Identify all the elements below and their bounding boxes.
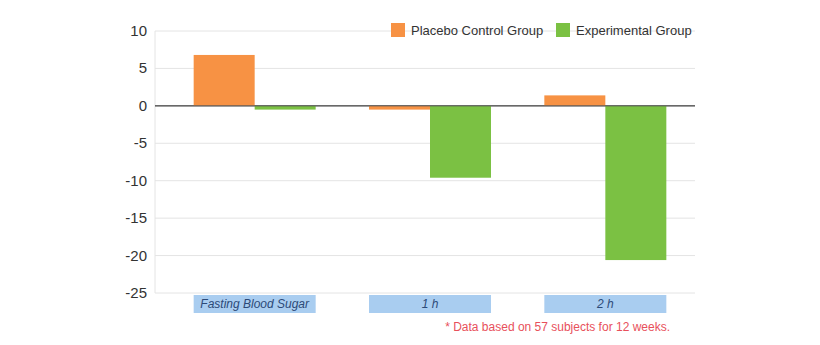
category-box	[194, 295, 316, 313]
x-tick-label: 1 h	[422, 297, 439, 311]
y-tick-label: 0	[139, 97, 147, 114]
y-tick-label: -15	[125, 209, 147, 226]
annotation: * Data based on 57 subjects for 12 weeks…	[445, 320, 670, 334]
y-tick-label: 10	[130, 22, 147, 39]
legend-swatch	[556, 23, 570, 37]
legend-label: Placebo Control Group	[411, 23, 543, 38]
bar	[430, 106, 491, 178]
bar	[194, 55, 255, 106]
y-tick-label: -25	[125, 284, 147, 301]
legend-label: Experimental Group	[576, 23, 692, 38]
bar	[255, 106, 316, 110]
grid-line	[155, 293, 695, 294]
category-box	[369, 295, 491, 313]
x-tick-label: 2 h	[596, 297, 614, 311]
category-box	[544, 295, 666, 313]
bar	[605, 106, 666, 260]
y-tick-label: 5	[139, 59, 147, 76]
x-tick-label: Fasting Blood Sugar	[200, 297, 310, 311]
bar	[544, 95, 605, 105]
zero-line	[155, 105, 695, 106]
baseline	[155, 105, 695, 106]
bar	[369, 106, 430, 110]
y-tick-label: -20	[125, 247, 147, 264]
bars	[194, 55, 667, 260]
y-tick-label: -5	[134, 134, 147, 151]
legend-swatch	[391, 23, 405, 37]
chart: -25 -20 -15 -10 -5 0 5 10 Fasting Blood Sugar 1 h…	[0, 0, 820, 345]
y-axis-line	[155, 31, 156, 293]
y-tick-label: -10	[125, 172, 147, 189]
